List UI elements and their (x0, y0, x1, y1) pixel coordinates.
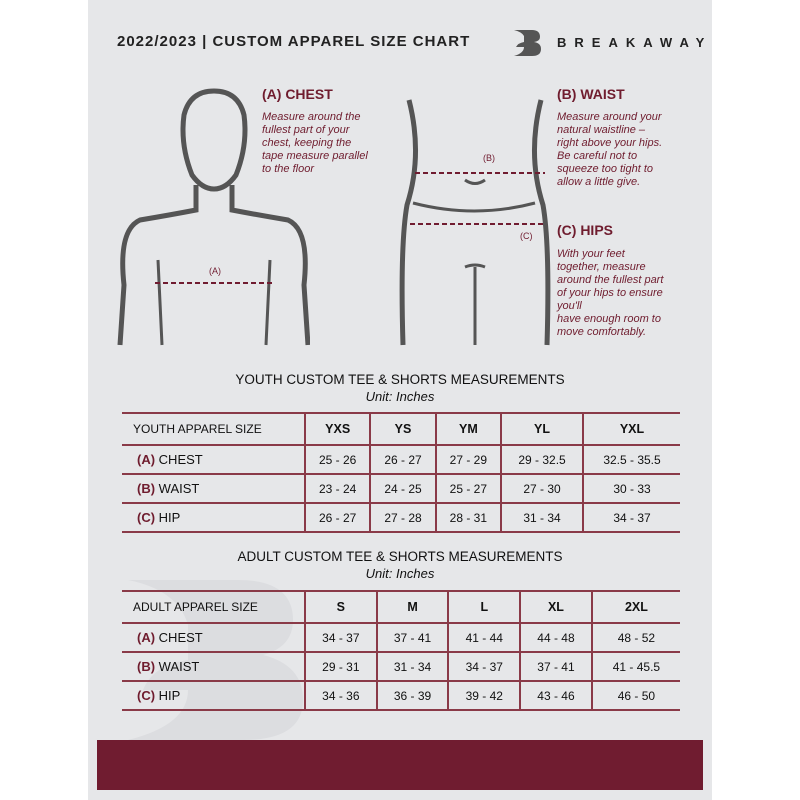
table-cell: 29 - 32.5 (500, 445, 584, 475)
table-cell: 24 - 25 (369, 474, 436, 504)
size-header: YXL (582, 412, 680, 446)
chest-description: Measure around the fullest part of your ch… (262, 111, 368, 175)
table-cell: 37 - 41 (375, 623, 449, 653)
table-row: (B) WAIST 29 - 31 31 - 34 34 - 37 37 - 41 41 … (122, 652, 680, 682)
table-cell: 26 - 27 (303, 503, 371, 533)
measure-letter: (A) (137, 452, 156, 467)
upper-body-figure (117, 88, 310, 346)
hips-description: With your feet together, measure around th… (557, 248, 664, 338)
table-cell: 41 - 45.5 (590, 652, 680, 682)
measure-label: (A) CHEST (122, 623, 305, 653)
table-cell: 41 - 44 (447, 623, 521, 653)
youth-unit: Unit: Inches (365, 389, 435, 404)
measure-label: (C) HIP (122, 503, 305, 533)
adult-size-table: ADULT APPAREL SIZE S M L XL 2XL (A) CHEST 34 - … (122, 590, 680, 711)
table-cell: 29 - 31 (304, 652, 377, 682)
table-cell: 28 - 31 (434, 503, 502, 533)
chest-marker: (A) (209, 266, 221, 276)
youth-table-title: YOUTH CUSTOM TEE & SHORTS MEASUREMENTS (235, 372, 565, 387)
size-header: XL (519, 590, 592, 624)
measure-name: CHEST (158, 630, 203, 645)
table-cell: 46 - 50 (590, 681, 680, 711)
hips-marker: (C) (520, 231, 533, 241)
table-cell: 48 - 52 (590, 623, 680, 653)
waist-marker: (B) (483, 153, 495, 163)
table-row: (A) CHEST 34 - 37 37 - 41 41 - 44 44 - 48 48 … (122, 623, 680, 653)
table-row: (C) HIP 26 - 27 27 - 28 28 - 31 31 - 34 34 - … (122, 503, 680, 533)
measure-name: HIP (158, 510, 181, 525)
waist-description: Measure around your natural waistline – ri… (557, 111, 663, 188)
header-row: YOUTH APPAREL SIZE YXS YS YM YL YXL (122, 412, 680, 446)
footer-bar (97, 740, 703, 790)
page-title: 2022/2023 | CUSTOM APPAREL SIZE CHART (117, 33, 471, 50)
table-cell: 44 - 48 (519, 623, 592, 653)
table-cell: 32.5 - 35.5 (582, 445, 680, 475)
measure-name: WAIST (158, 481, 200, 496)
measure-name: CHEST (158, 452, 203, 467)
adult-unit: Unit: Inches (365, 566, 435, 581)
size-header: L (447, 590, 521, 624)
table-cell: 34 - 37 (304, 623, 377, 653)
table-cell: 31 - 34 (375, 652, 449, 682)
table-cell: 25 - 27 (434, 474, 502, 504)
measure-label: (B) WAIST (122, 652, 305, 682)
size-header: YS (369, 412, 436, 446)
table-cell: 26 - 27 (369, 445, 436, 475)
measure-letter: (B) (137, 481, 156, 496)
table-cell: 37 - 41 (519, 652, 592, 682)
table-cell: 39 - 42 (447, 681, 521, 711)
chest-heading: (A) CHEST (262, 86, 333, 102)
table-cell: 30 - 33 (582, 474, 680, 504)
size-header: 2XL (590, 590, 680, 624)
table-cell: 43 - 46 (519, 681, 592, 711)
measure-label: (A) CHEST (122, 445, 305, 475)
table-cell: 36 - 39 (375, 681, 449, 711)
size-header: M (375, 590, 449, 624)
table-row: (A) CHEST 25 - 26 26 - 27 27 - 29 29 - 32.5 3… (122, 445, 680, 475)
youth-size-table: YOUTH APPAREL SIZE YXS YS YM YL YXL (A) CHEST 2… (122, 412, 680, 533)
size-label: YOUTH APPAREL SIZE (122, 412, 305, 446)
size-label: ADULT APPAREL SIZE (122, 590, 305, 624)
chest-measure-line (155, 282, 275, 284)
torso-figure (399, 99, 551, 346)
table-row: (C) HIP 34 - 36 36 - 39 39 - 42 43 - 46 46 - … (122, 681, 680, 711)
measure-letter: (B) (137, 659, 156, 674)
waist-hip-measure-lines (410, 172, 545, 225)
table-cell: 27 - 28 (369, 503, 436, 533)
table-row: (B) WAIST 23 - 24 24 - 25 25 - 27 27 - 30 30 … (122, 474, 680, 504)
size-header: S (304, 590, 377, 624)
size-header: YL (500, 412, 584, 446)
size-header: YM (434, 412, 502, 446)
header-row: ADULT APPAREL SIZE S M L XL 2XL (122, 590, 680, 624)
table-cell: 23 - 24 (303, 474, 371, 504)
brand-name: BREAKAWAY (557, 35, 713, 50)
table-cell: 34 - 36 (304, 681, 377, 711)
measure-letter: (C) (137, 688, 156, 703)
measure-letter: (C) (137, 510, 156, 525)
table-cell: 34 - 37 (582, 503, 680, 533)
measure-label: (B) WAIST (122, 474, 305, 504)
table-cell: 31 - 34 (500, 503, 584, 533)
measure-letter: (A) (137, 630, 156, 645)
table-cell: 25 - 26 (303, 445, 371, 475)
hips-heading: (C) HIPS (557, 222, 613, 238)
table-cell: 34 - 37 (447, 652, 521, 682)
adult-table-title: ADULT CUSTOM TEE & SHORTS MEASUREMENTS (237, 549, 563, 564)
waist-heading: (B) WAIST (557, 86, 625, 102)
measure-label: (C) HIP (122, 681, 305, 711)
table-cell: 27 - 30 (500, 474, 584, 504)
size-header: YXS (303, 412, 371, 446)
breakaway-logo (514, 30, 541, 56)
measure-name: HIP (158, 688, 181, 703)
table-cell: 27 - 29 (434, 445, 502, 475)
measure-name: WAIST (158, 659, 200, 674)
